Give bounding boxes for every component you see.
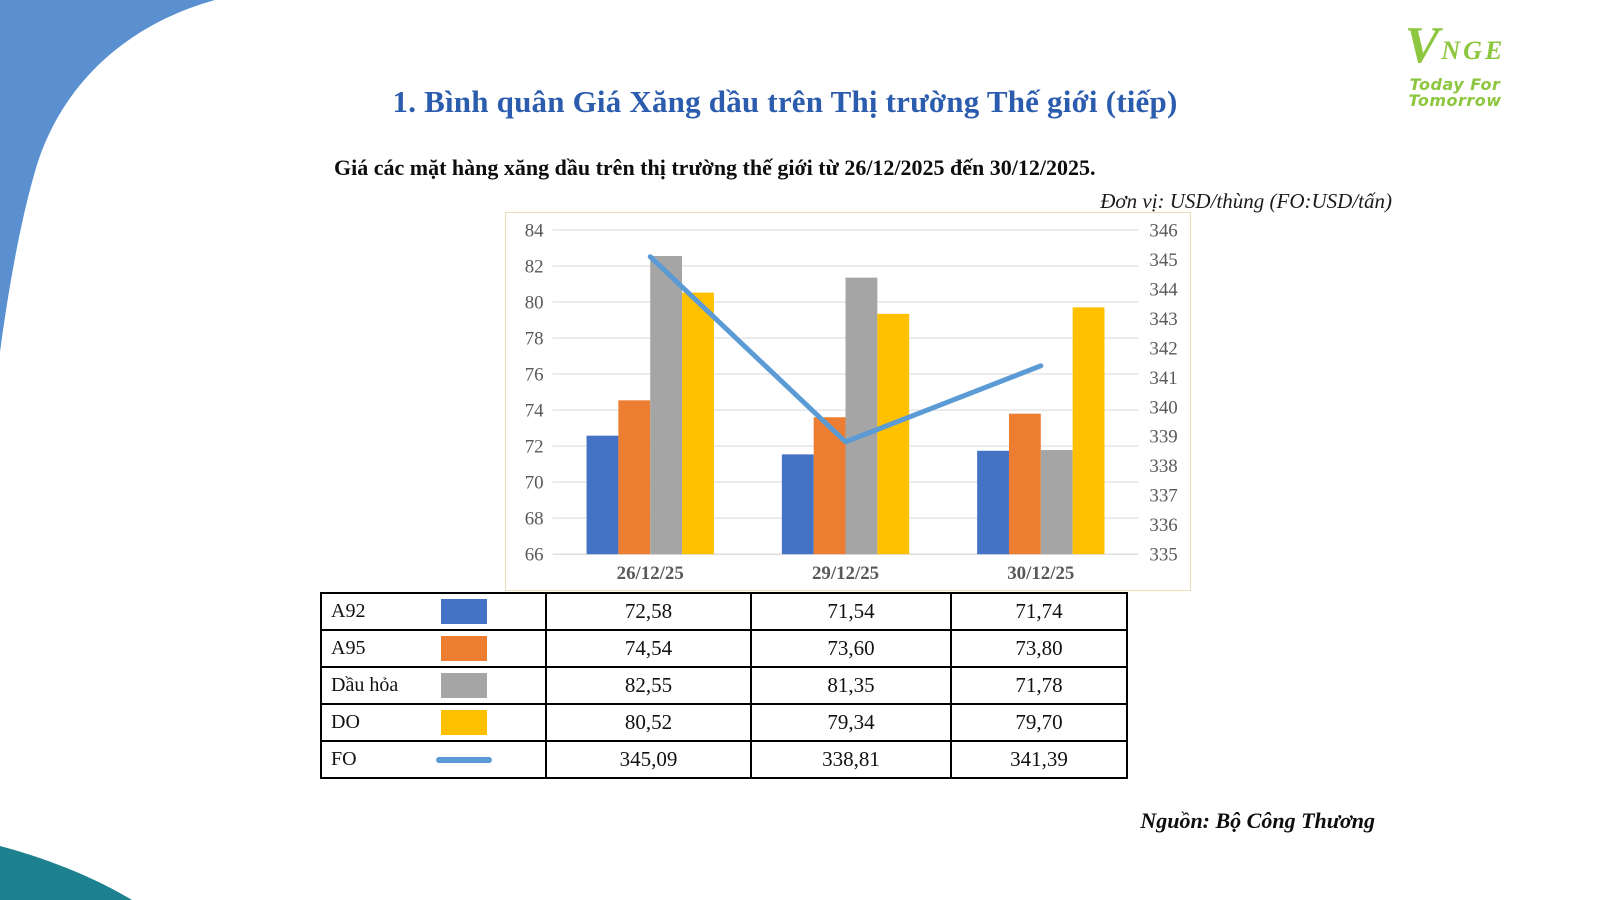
value-cell: 82,55 [545, 666, 752, 705]
table-row: A95 74,54 73,60 73,80 [320, 629, 1128, 668]
right-axis-tick-label: 337 [1149, 486, 1177, 507]
left-axis-tick-label: 82 [525, 256, 544, 277]
right-axis-tick-label: 340 [1149, 397, 1177, 418]
value-cell: 74,54 [545, 629, 752, 668]
series-label-cell: FO [320, 740, 547, 779]
corner-decoration-top-left [0, 0, 215, 352]
category-label: 29/12/25 [812, 563, 879, 584]
right-axis-tick-label: 345 [1149, 250, 1177, 271]
value-cell: 71,54 [750, 592, 952, 631]
bar-a92 [977, 450, 1009, 555]
value-cell: 72,58 [545, 592, 752, 631]
corner-decoration-bottom-left [0, 846, 132, 900]
category-label: 30/12/25 [1007, 563, 1074, 584]
right-axis-tick-label: 344 [1149, 279, 1178, 300]
table-row: DO 80,52 79,34 79,70 [320, 703, 1128, 742]
bar-do [682, 292, 714, 555]
right-axis-tick-label: 346 [1149, 220, 1177, 241]
value-cell: 341,39 [950, 740, 1128, 779]
series-color-swatch [441, 710, 487, 735]
series-label-cell: A92 [320, 592, 547, 631]
value-cell: 81,35 [750, 666, 952, 705]
value-cell: 338,81 [750, 740, 952, 779]
bar-dầu-hỏa [650, 256, 683, 555]
source-note: Nguồn: Bộ Công Thương [1140, 808, 1375, 833]
right-axis-tick-label: 338 [1149, 456, 1177, 477]
table-row: Dầu hỏa 82,55 81,35 71,78 [320, 666, 1128, 705]
value-cell: 345,09 [545, 740, 752, 779]
chart-frame: 66 68 70 72 74 76 78 80 82 84 335 336 337 338 339 340 34… [505, 212, 1191, 591]
series-label-row: Dầu hỏa [331, 673, 544, 698]
value-cell: 79,70 [950, 703, 1128, 742]
left-axis-tick-label: 74 [525, 401, 544, 422]
series-label-row: FO [331, 748, 544, 771]
series-label-row: DO [331, 710, 544, 735]
line-fo [647, 254, 1044, 445]
value-cell: 73,80 [950, 629, 1128, 668]
bar-a92 [586, 435, 619, 555]
series-label: DO [331, 711, 360, 733]
series-label-cell: A95 [320, 629, 547, 668]
value-cell: 73,60 [750, 629, 952, 668]
corner-teal-shape [0, 846, 132, 900]
logo-tagline: Today For Tomorrow [1408, 75, 1502, 111]
logo-v-icon: V [1404, 17, 1440, 74]
corner-wave-shape [0, 0, 215, 352]
value-cell: 71,78 [950, 666, 1128, 705]
logo-brand-text: NGE [1441, 36, 1506, 66]
right-axis-tick-label: 335 [1149, 545, 1177, 566]
page-title: 1. Bình quân Giá Xăng dầu trên Thị trườn… [392, 84, 1178, 119]
value-cell: 79,34 [750, 703, 952, 742]
left-axis-tick-label: 76 [525, 365, 544, 386]
series-label: Dầu hỏa [331, 674, 399, 696]
bar-dầu-hỏa [1040, 450, 1073, 555]
right-axis-tick-label: 342 [1149, 338, 1177, 359]
right-axis-tick-label: 343 [1149, 309, 1177, 330]
table-row: FO 345,09 338,81 341,39 [320, 740, 1128, 779]
series-color-swatch [441, 636, 487, 661]
bar-do [1072, 307, 1105, 555]
series-label-row: A92 [331, 599, 544, 624]
combo-chart: 66 68 70 72 74 76 78 80 82 84 335 336 337 338 339 340 34… [525, 220, 1179, 584]
series-color-swatch [441, 599, 487, 624]
left-axis-tick-label: 78 [525, 328, 544, 349]
value-cell: 80,52 [545, 703, 752, 742]
series-label-cell: Dầu hỏa [320, 666, 547, 705]
series-label-row: A95 [331, 636, 544, 661]
right-axis-tick-label: 339 [1149, 427, 1177, 448]
table-row: A92 72,58 71,54 71,74 [320, 592, 1128, 631]
left-axis-tick-label: 80 [525, 292, 544, 313]
series-label-cell: DO [320, 703, 547, 742]
legend-table: A92 72,58 71,54 71,74 A95 74,54 73,60 73,80 Dầu … [320, 592, 1128, 779]
bar-do [877, 313, 910, 555]
legend-table-body: A92 72,58 71,54 71,74 A95 74,54 73,60 73,80 Dầu … [320, 592, 1128, 779]
value-cell: 71,74 [950, 592, 1128, 631]
vnge-logo: V NGE Today For Tomorrow [1365, 17, 1545, 111]
left-axis-tick-label: 72 [525, 437, 544, 458]
category-label: 26/12/25 [617, 563, 684, 584]
chart-subtitle: Giá các mặt hàng xăng dầu trên thị trườn… [334, 155, 1096, 180]
bar-a95 [618, 400, 651, 555]
series-color-swatch [441, 673, 487, 698]
left-axis-tick-label: 70 [525, 473, 544, 494]
left-axis-tick-label: 84 [525, 220, 544, 241]
right-axis-tick-label: 341 [1149, 368, 1177, 389]
bar-a95 [1008, 413, 1041, 555]
bar-dầu-hỏa [845, 277, 878, 555]
left-axis-tick-label: 66 [525, 545, 544, 566]
bar-a92 [781, 454, 814, 555]
right-axis-tick-label: 336 [1149, 515, 1177, 536]
series-label: A95 [331, 637, 366, 659]
left-axis-tick-label: 68 [525, 509, 544, 530]
series-line-swatch [436, 756, 492, 763]
unit-note: Đơn vị: USD/thùng (FO:USD/tấn) [1100, 189, 1392, 213]
series-label: A92 [331, 600, 366, 622]
series-label: FO [331, 748, 357, 770]
